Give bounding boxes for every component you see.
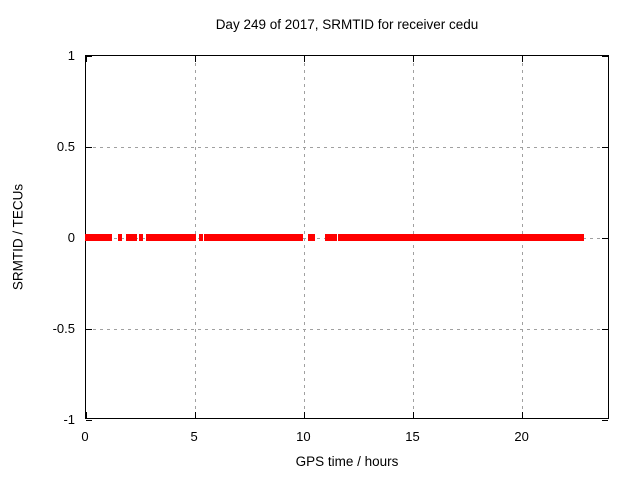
y-tick [602, 237, 608, 239]
y-tick-label: 0.5 [56, 139, 75, 154]
y-tick [86, 55, 92, 57]
x-tick [413, 412, 414, 418]
y-tick-label: -0.5 [52, 321, 75, 336]
series-segment [126, 233, 138, 241]
y-tick [602, 55, 608, 57]
y-tick [86, 146, 92, 148]
y-tick [602, 419, 608, 421]
series-segment [307, 233, 316, 241]
y-tick-label: -1 [63, 412, 75, 427]
series-segment [324, 233, 329, 241]
chart-title: Day 249 of 2017, SRMTID for receiver ced… [215, 17, 479, 32]
x-tick-label: 15 [405, 429, 420, 444]
y-tick-label: 0 [67, 230, 75, 245]
y-tick [602, 146, 608, 148]
series-segment [333, 233, 338, 241]
x-tick-label: 0 [81, 429, 89, 444]
x-tick [522, 412, 524, 418]
x-tick [194, 412, 196, 418]
y-gridline [86, 328, 610, 330]
series-segment [328, 233, 333, 241]
x-axis-label: GPS time / hours [295, 454, 399, 469]
y-tick [602, 328, 608, 330]
x-tick [85, 56, 87, 62]
x-tick [522, 56, 524, 62]
series-segment [117, 233, 122, 241]
x-tick [303, 412, 305, 418]
series-segment [337, 233, 585, 241]
x-tick [413, 56, 414, 62]
x-tick-label: 20 [514, 429, 529, 444]
y-tick-label: 1 [67, 48, 75, 63]
y-tick [86, 419, 92, 421]
x-tick [194, 56, 196, 62]
series-segment [145, 233, 196, 241]
y-gridline [86, 146, 610, 148]
x-tick [85, 412, 87, 418]
x-tick-label: 10 [296, 429, 311, 444]
y-tick [86, 328, 92, 330]
series-segment [199, 233, 204, 241]
series-segment [138, 233, 144, 241]
series-segment [203, 233, 304, 241]
x-tick-label: 5 [190, 429, 198, 444]
series-segment [85, 233, 113, 241]
x-tick [303, 56, 305, 62]
